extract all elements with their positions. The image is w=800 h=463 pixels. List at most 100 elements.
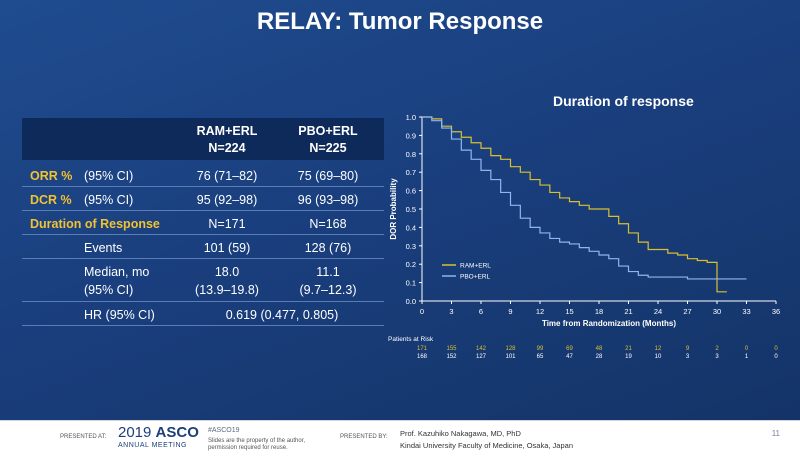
- x-tick-label: 30: [713, 307, 721, 316]
- col2-header-line2: N=225: [309, 141, 347, 155]
- footer: PRESENTED AT: 2019 ASCO ANNUAL MEETING #…: [0, 420, 800, 463]
- at-risk-value: 99: [537, 346, 544, 352]
- at-risk-value: 127: [476, 354, 487, 360]
- col2-header-line1: PBO+ERL: [298, 124, 358, 138]
- at-risk-value: 171: [417, 346, 428, 352]
- presented-at-label: PRESENTED AT:: [60, 434, 107, 440]
- x-tick-label: 6: [479, 307, 483, 316]
- x-tick-label: 9: [508, 307, 512, 316]
- asco-word: ASCO: [155, 424, 199, 441]
- at-risk-value: 65: [537, 354, 544, 360]
- events-label: Events: [84, 241, 123, 255]
- median-ci-label: (95% CI): [84, 283, 134, 297]
- at-risk-value: 101: [505, 354, 516, 360]
- orr-ram-value: 76 (71–82): [196, 169, 258, 183]
- at-risk-value: 21: [625, 346, 632, 352]
- presenter-affiliation: Kindai University Faculty of Medicine, O…: [400, 441, 573, 450]
- x-tick-label: 27: [683, 307, 691, 316]
- disclaimer: Slides are the property of the author, p…: [208, 438, 306, 451]
- at-risk-value: 10: [655, 354, 662, 360]
- annual-meeting-label: ANNUAL MEETING: [118, 442, 187, 449]
- x-tick-label: 15: [565, 307, 573, 316]
- legend-label: PBO+ERL: [460, 274, 491, 281]
- median-ram-value: 18.0: [214, 265, 240, 279]
- at-risk-value: 155: [446, 346, 457, 352]
- y-tick-label: 0.7: [406, 168, 416, 177]
- at-risk-value: 0: [774, 354, 778, 360]
- y-tick-label: 0.3: [406, 242, 416, 251]
- events-ram-value: 101 (59): [203, 241, 251, 255]
- col1-header-line2: N=224: [208, 141, 246, 155]
- at-risk-value: 19: [625, 354, 632, 360]
- at-risk-value: 0: [774, 346, 778, 352]
- x-tick-label: 21: [624, 307, 632, 316]
- hr-value: 0.619 (0.477, 0.805): [225, 308, 339, 322]
- row-divider: [22, 210, 384, 211]
- y-tick-label: 0.8: [406, 150, 416, 159]
- at-risk-value: 3: [715, 354, 719, 360]
- at-risk-value: 168: [417, 354, 428, 360]
- orr-label: ORR %: [30, 169, 73, 183]
- presenter-name: Prof. Kazuhiko Nakagawa, MD, PhD: [400, 429, 521, 438]
- y-tick-label: 0.4: [406, 223, 416, 232]
- presented-by-label: PRESENTED BY:: [340, 434, 388, 440]
- slide: RELAY: Tumor Response RAM+ERL N=224 PBO+…: [0, 0, 800, 420]
- y-tick-label: 0.0: [406, 297, 416, 306]
- at-risk-label: Patients at Risk: [388, 336, 434, 343]
- row-divider: [22, 301, 384, 302]
- asco-year: 2019: [118, 424, 152, 441]
- legend-label: RAM+ERL: [460, 263, 491, 270]
- at-risk-value: 152: [446, 354, 457, 360]
- km-chart: 0.00.10.20.30.40.50.60.70.80.91.00 3 6 9 12 1…: [388, 113, 780, 360]
- y-tick-label: 0.6: [406, 187, 416, 196]
- at-risk-value: 2: [715, 346, 719, 352]
- events-pbo-value: 128 (76): [304, 241, 352, 255]
- col1-header-line1: RAM+ERL: [196, 124, 258, 138]
- dor-pbo-n: N=168: [309, 217, 347, 231]
- at-risk-value: 142: [476, 346, 487, 352]
- dor-label: Duration of Response: [30, 217, 160, 231]
- row-divider: [22, 186, 384, 187]
- y-tick-label: 0.2: [406, 260, 416, 269]
- x-tick-label: 18: [595, 307, 603, 316]
- dcr-ci-label: (95% CI): [84, 193, 134, 207]
- table-header: [22, 118, 384, 160]
- row-divider: [22, 325, 384, 326]
- x-tick-label: 24: [654, 307, 662, 316]
- dcr-pbo-value: 96 (93–98): [297, 193, 359, 207]
- at-risk-value: 3: [686, 354, 690, 360]
- median-label: Median, mo: [84, 265, 150, 279]
- dcr-ram-value: 95 (92–98): [196, 193, 258, 207]
- at-risk-value: 69: [566, 346, 573, 352]
- page-number: 11: [771, 429, 780, 438]
- at-risk-value: 28: [596, 354, 603, 360]
- x-tick-label: 36: [772, 307, 780, 316]
- at-risk-value: 12: [655, 346, 662, 352]
- x-tick-label: 0: [420, 307, 424, 316]
- orr-ci-label: (95% CI): [84, 169, 134, 183]
- series-line-ram-erl: [422, 116, 727, 293]
- orr-pbo-value: 75 (69–80): [297, 169, 359, 183]
- x-axis-label: Time from Randomization (Months): [542, 319, 676, 328]
- y-tick-label: 1.0: [406, 113, 416, 122]
- dcr-label: DCR %: [30, 193, 72, 207]
- median-ram-ci: (13.9–19.8): [195, 283, 259, 297]
- row-divider: [22, 258, 384, 259]
- y-tick-label: 0.5: [406, 205, 416, 214]
- x-tick-label: 3: [449, 307, 453, 316]
- at-risk-value: 47: [566, 354, 573, 360]
- y-axis-label: DOR Probability: [389, 178, 398, 240]
- at-risk-value: 1: [745, 354, 749, 360]
- median-pbo-ci: (9.7–12.3): [299, 283, 357, 297]
- series-line-pbo-erl: [422, 116, 747, 280]
- at-risk-value: 0: [745, 346, 749, 352]
- at-risk-value: 128: [505, 346, 516, 352]
- x-tick-label: 12: [536, 307, 544, 316]
- y-tick-label: 0.9: [406, 131, 416, 140]
- row-divider: [22, 234, 384, 235]
- median-pbo-value: 11.1: [316, 265, 340, 279]
- x-tick-label: 33: [742, 307, 750, 316]
- at-risk-value: 48: [596, 346, 603, 352]
- at-risk-value: 9: [686, 346, 690, 352]
- chart-title: Duration of response: [553, 93, 694, 109]
